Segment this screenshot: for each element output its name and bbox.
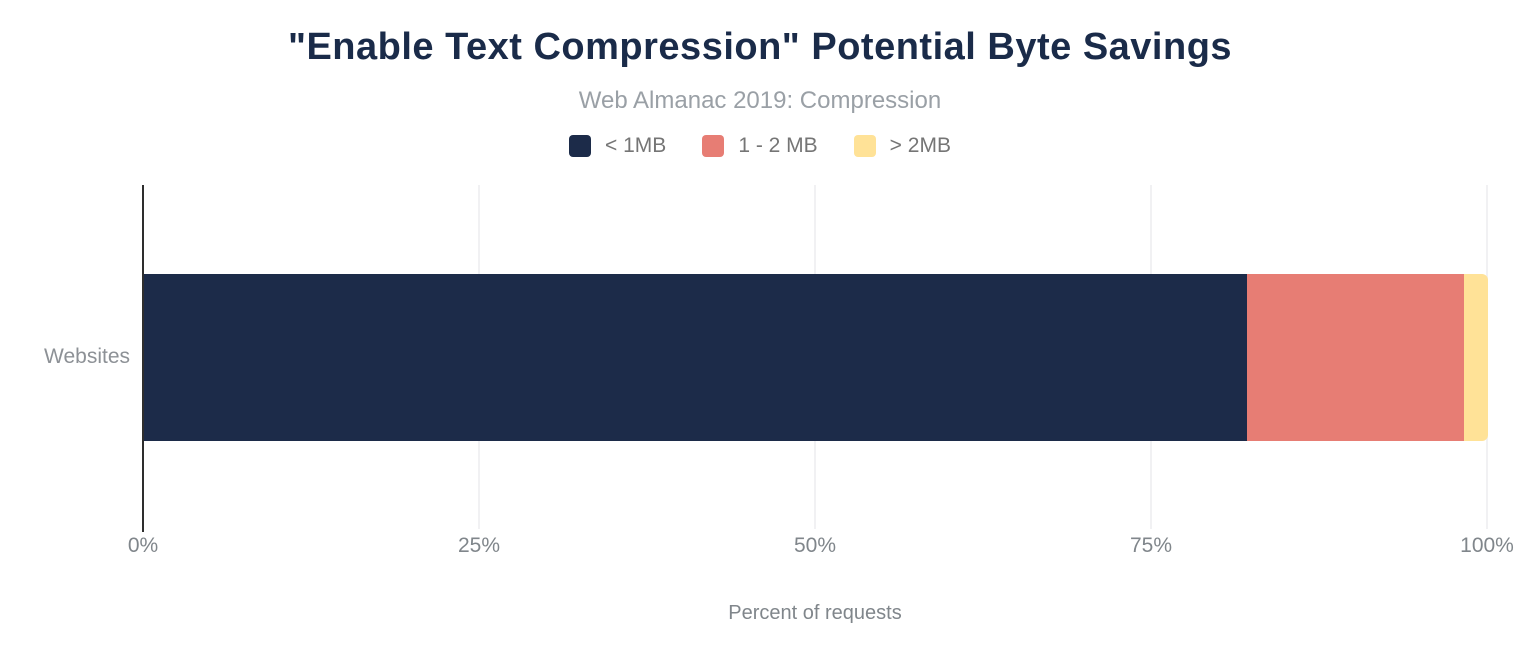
x-tick-label: 25%: [457, 534, 501, 557]
y-category-label: Websites: [44, 345, 130, 368]
y-axis-line: [142, 185, 144, 532]
legend-item[interactable]: > 2MB: [853, 134, 951, 158]
plot-area: [142, 185, 1488, 532]
legend-swatch-icon: [569, 135, 592, 157]
legend-item-label: > 2MB: [889, 134, 951, 157]
chart-title: "Enable Text Compression" Potential Byte…: [287, 26, 1233, 68]
stacked-bar: [144, 274, 1488, 441]
chart-subtitle: Web Almanac 2019: Compression: [578, 87, 942, 114]
legend-item-label: 1 - 2 MB: [738, 134, 818, 157]
x-axis-ticks: 0% 25% 50% 75% 100%: [128, 534, 1514, 562]
bar-segment[interactable]: [1247, 274, 1464, 441]
x-axis-title: Percent of requests: [728, 602, 902, 624]
legend-swatch-icon: [702, 135, 725, 157]
legend-item[interactable]: < 1MB: [569, 134, 666, 158]
legend-item-label: < 1MB: [605, 134, 667, 157]
x-tick-label: 75%: [1129, 534, 1173, 557]
bar-segment[interactable]: [1463, 274, 1488, 441]
x-tick-label: 50%: [793, 534, 837, 557]
x-tick-label: 100%: [1460, 534, 1514, 557]
legend: < 1MB 1 - 2 MB > 2MB: [0, 134, 1520, 158]
x-tick-label: 0%: [127, 534, 159, 557]
bar-segment[interactable]: [144, 274, 1248, 441]
legend-swatch-icon: [853, 135, 876, 157]
legend-item[interactable]: 1 - 2 MB: [702, 134, 818, 158]
